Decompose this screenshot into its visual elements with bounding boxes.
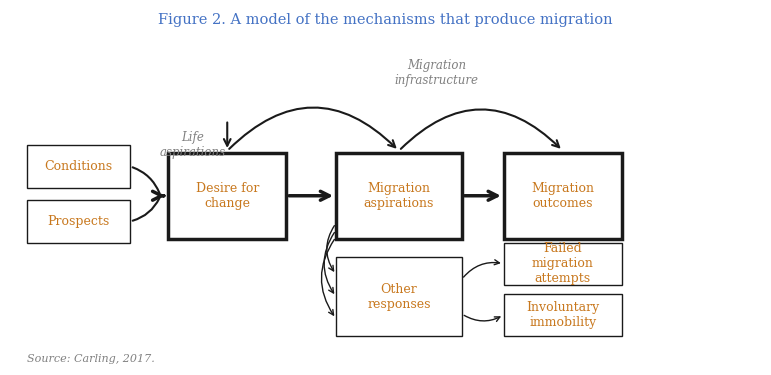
Text: Migration
infrastructure: Migration infrastructure xyxy=(395,59,479,87)
Text: Conditions: Conditions xyxy=(45,160,113,173)
FancyBboxPatch shape xyxy=(336,257,462,336)
Text: Figure 2. A model of the mechanisms that produce migration: Figure 2. A model of the mechanisms that… xyxy=(158,13,613,27)
Text: Migration
aspirations: Migration aspirations xyxy=(364,182,434,210)
Text: Migration
outcomes: Migration outcomes xyxy=(531,182,594,210)
Text: Desire for
change: Desire for change xyxy=(196,182,259,210)
Text: Involuntary
immobility: Involuntary immobility xyxy=(526,301,599,329)
FancyBboxPatch shape xyxy=(168,153,286,239)
FancyBboxPatch shape xyxy=(503,243,622,285)
FancyBboxPatch shape xyxy=(503,294,622,336)
Text: Source: Carling, 2017.: Source: Carling, 2017. xyxy=(27,354,155,363)
Text: Life
aspirations: Life aspirations xyxy=(160,130,226,159)
FancyBboxPatch shape xyxy=(27,146,130,188)
Text: Other
responses: Other responses xyxy=(367,283,430,310)
Text: Failed
migration
attempts: Failed migration attempts xyxy=(532,242,594,285)
FancyBboxPatch shape xyxy=(503,153,622,239)
Text: Prospects: Prospects xyxy=(47,215,109,228)
FancyBboxPatch shape xyxy=(27,200,130,243)
FancyBboxPatch shape xyxy=(336,153,462,239)
